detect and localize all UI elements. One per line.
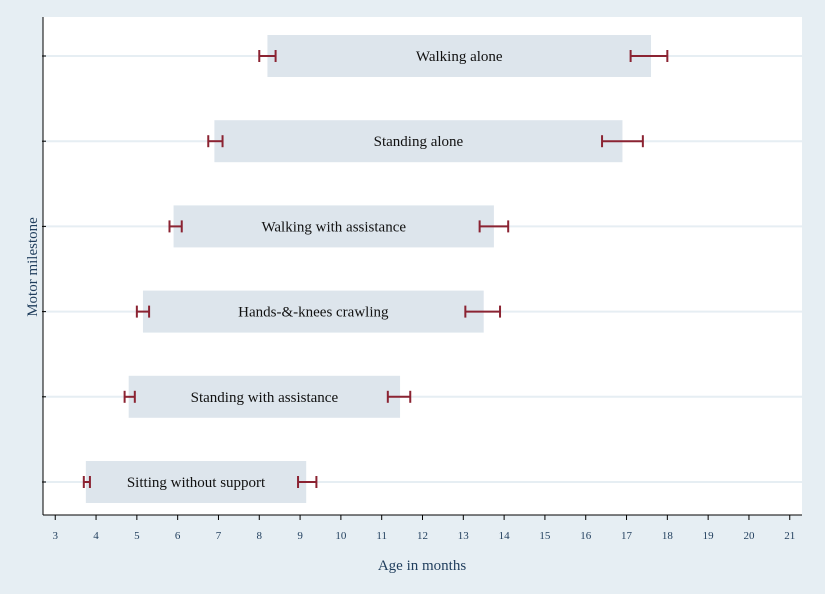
x-tick-label: 10 [335,530,347,542]
plot-area [43,17,802,515]
bar-label: Standing with assistance [191,390,339,406]
x-tick-label: 9 [297,530,303,542]
x-tick-label: 3 [52,530,58,542]
x-tick-label: 14 [499,530,511,542]
x-tick-label: 19 [703,530,715,542]
error-bars [82,50,669,488]
x-tick-label: 11 [376,530,387,542]
range-bar [142,290,484,333]
x-tick-label: 21 [784,530,795,542]
bar-label: Standing alone [374,134,464,150]
x-tick-label: 7 [216,530,222,542]
x-tick-label: 15 [539,530,551,542]
bar-label: Walking alone [416,49,503,65]
bar-label: Sitting without support [127,475,266,491]
x-tick-label: 5 [134,530,140,542]
range-bar [173,205,494,248]
x-tick-label: 16 [580,530,592,542]
x-tick-label: 20 [743,530,755,542]
bars: Walking alone Standing alone Walking with … [85,35,652,503]
x-tick-label: 13 [458,530,470,542]
range-bar [128,375,401,418]
x-tick-label: 12 [417,530,428,542]
x-tick-label: 8 [257,530,263,542]
x-axis-title: Age in months [378,558,466,574]
range-bar [214,120,623,163]
range-bar [267,35,652,77]
y-axis-title: Motor milestone [25,217,41,317]
range-bar [85,461,307,503]
x-tick-label: 4 [93,530,99,542]
x-tick-label: 17 [621,530,633,542]
x-tick-label: 18 [662,530,674,542]
x-ticks: 3 4 5 6 7 8 9 10 11 12 13 14 15 16 17 18 19 20 21 [42,55,795,542]
x-tick-label: 6 [175,530,181,542]
bar-label: Walking with assistance [261,219,406,235]
bar-label: Hands-&-knees crawling [238,305,389,321]
